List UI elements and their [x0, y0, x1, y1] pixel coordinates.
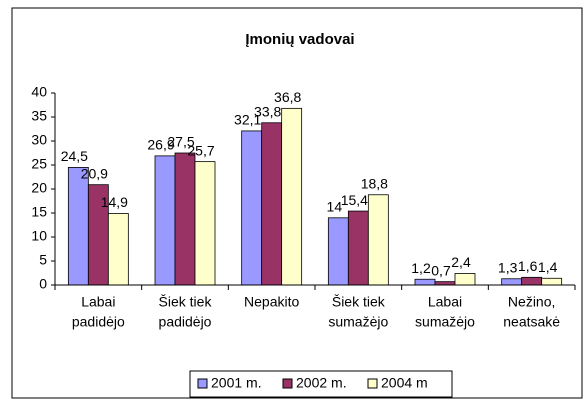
value-label: 14,9: [101, 194, 128, 210]
x-tick-label: padidėjo: [72, 314, 125, 330]
chart-title: Įmonių vadovai: [245, 31, 354, 48]
y-tick-label: 10: [31, 228, 47, 244]
bar: [67, 166, 89, 286]
value-label: 1,2: [411, 260, 431, 276]
value-label: 20,9: [81, 165, 108, 181]
legend-swatch: [282, 378, 293, 389]
value-label: 18,8: [361, 175, 388, 191]
value-label: 1,6: [518, 258, 538, 274]
y-tick-label: 30: [31, 132, 47, 148]
bar: [327, 217, 349, 286]
value-label: 24,5: [61, 148, 88, 164]
bar: [434, 281, 456, 286]
bar: [281, 107, 303, 286]
legend-swatch: [197, 378, 208, 389]
y-tick-label: 35: [31, 108, 47, 124]
value-label: 15,4: [341, 192, 368, 208]
y-tick-label: 20: [31, 180, 47, 196]
value-label: 27,5: [167, 134, 194, 150]
value-label: 25,7: [187, 142, 214, 158]
bar: [174, 152, 196, 286]
bar: [454, 273, 476, 286]
x-tick-label: padidėjo: [159, 314, 212, 330]
x-tick-label: sumažėjo: [328, 314, 388, 330]
value-label: 1,4: [538, 259, 558, 275]
value-label: 32,1: [234, 112, 261, 128]
bar: [194, 161, 216, 286]
x-tick-label: neatsakė: [503, 314, 560, 330]
bar: [241, 130, 263, 286]
y-tick-label: 40: [31, 84, 47, 100]
bar: [367, 194, 389, 286]
value-label: 1,3: [498, 259, 518, 275]
x-tick-label: Šiek tiek: [332, 294, 386, 310]
legend-label: 2001 m.: [211, 375, 262, 391]
bar: [154, 155, 176, 286]
y-tick-label: 15: [31, 204, 47, 220]
x-tick-label: sumažėjo: [415, 314, 475, 330]
x-tick-label: Labai: [81, 294, 115, 310]
legend-swatch: [367, 378, 378, 389]
x-tick-label: Nepakito: [244, 294, 299, 310]
value-label: 0,7: [431, 262, 451, 278]
value-label: 26,9: [147, 137, 174, 153]
legend-box: [189, 370, 453, 398]
bar: [347, 210, 369, 286]
y-tick-label: 25: [31, 156, 47, 172]
value-label: 14: [327, 199, 343, 215]
x-tick-label: Šiek tiek: [159, 294, 213, 310]
bar: [261, 122, 283, 286]
bar: [541, 277, 563, 286]
value-label: 33,8: [254, 103, 281, 119]
bar: [107, 213, 129, 286]
x-tick-label: Labai: [428, 294, 462, 310]
legend-label: 2002 m.: [296, 375, 347, 391]
value-label: 2,4: [451, 254, 471, 270]
y-tick-label: 0: [39, 276, 47, 292]
bar: [501, 278, 523, 286]
legend-label: 2004 m: [381, 375, 428, 391]
x-tick-label: Nežino,: [508, 294, 555, 310]
value-label: 36,8: [274, 89, 301, 105]
bar: [521, 276, 543, 286]
y-tick-label: 5: [39, 252, 47, 268]
bar: [414, 278, 436, 286]
